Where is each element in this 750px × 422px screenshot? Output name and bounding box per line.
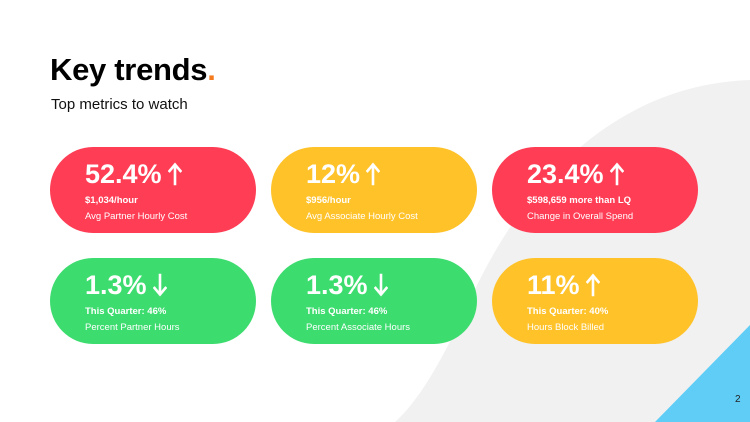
page-number: 2: [735, 394, 741, 405]
metric-detail: $598,659 more than LQ: [527, 195, 632, 206]
metric-headline: 11%: [527, 270, 698, 300]
metric-card-partner-hourly-cost: 52.4% $1,034/hour Avg Partner Hourly Cos…: [50, 147, 256, 233]
arrow-up-icon: [585, 273, 600, 297]
metric-headline: 52.4%: [85, 159, 256, 189]
metric-label: Percent Partner Hours: [85, 322, 180, 333]
metric-label: Avg Associate Hourly Cost: [306, 211, 418, 222]
metric-card-hours-block-billed: 11% This Quarter: 40% Hours Block Billed: [492, 258, 698, 344]
metric-headline: 23.4%: [527, 159, 698, 189]
metric-value: 12%: [306, 159, 361, 189]
metric-label: Hours Block Billed: [527, 322, 605, 333]
metric-card-partner-hours: 1.3% This Quarter: 46% Percent Partner H…: [50, 258, 256, 344]
arrow-up-icon: [167, 162, 182, 186]
slide-title-text: Key trends: [50, 52, 208, 87]
metric-label: Change in Overall Spend: [527, 211, 634, 222]
slide-subtitle: Top metrics to watch: [51, 96, 188, 113]
metric-value: 11%: [527, 270, 580, 300]
arrow-up-icon: [609, 162, 624, 186]
arrow-down-icon: [152, 273, 167, 297]
metric-headline: 1.3%: [85, 270, 256, 300]
metric-value: 52.4%: [85, 159, 162, 189]
metric-value: 1.3%: [306, 270, 368, 300]
metric-label: Avg Partner Hourly Cost: [85, 211, 188, 222]
metric-value: 23.4%: [527, 159, 604, 189]
corner-triangle: [655, 325, 750, 422]
metric-card-overall-spend: 23.4% $598,659 more than LQ Change in Ov…: [492, 147, 698, 233]
slide-title: Key trends.: [50, 52, 216, 88]
metric-detail: $956/hour: [306, 195, 351, 206]
background-curve: [395, 80, 750, 422]
metric-detail: $1,034/hour: [85, 195, 138, 206]
arrow-up-icon: [366, 162, 381, 186]
metric-card-associate-hourly-cost: 12% $956/hour Avg Associate Hourly Cost: [271, 147, 477, 233]
metric-detail: This Quarter: 46%: [306, 306, 388, 317]
metric-value: 1.3%: [85, 270, 147, 300]
metric-detail: This Quarter: 40%: [527, 306, 609, 317]
arrow-down-icon: [373, 273, 388, 297]
metric-headline: 12%: [306, 159, 477, 189]
metric-headline: 1.3%: [306, 270, 477, 300]
title-accent-dot: .: [207, 52, 216, 87]
metric-detail: This Quarter: 46%: [85, 306, 167, 317]
metric-card-associate-hours: 1.3% This Quarter: 46% Percent Associate…: [271, 258, 477, 344]
metric-label: Percent Associate Hours: [306, 322, 411, 333]
